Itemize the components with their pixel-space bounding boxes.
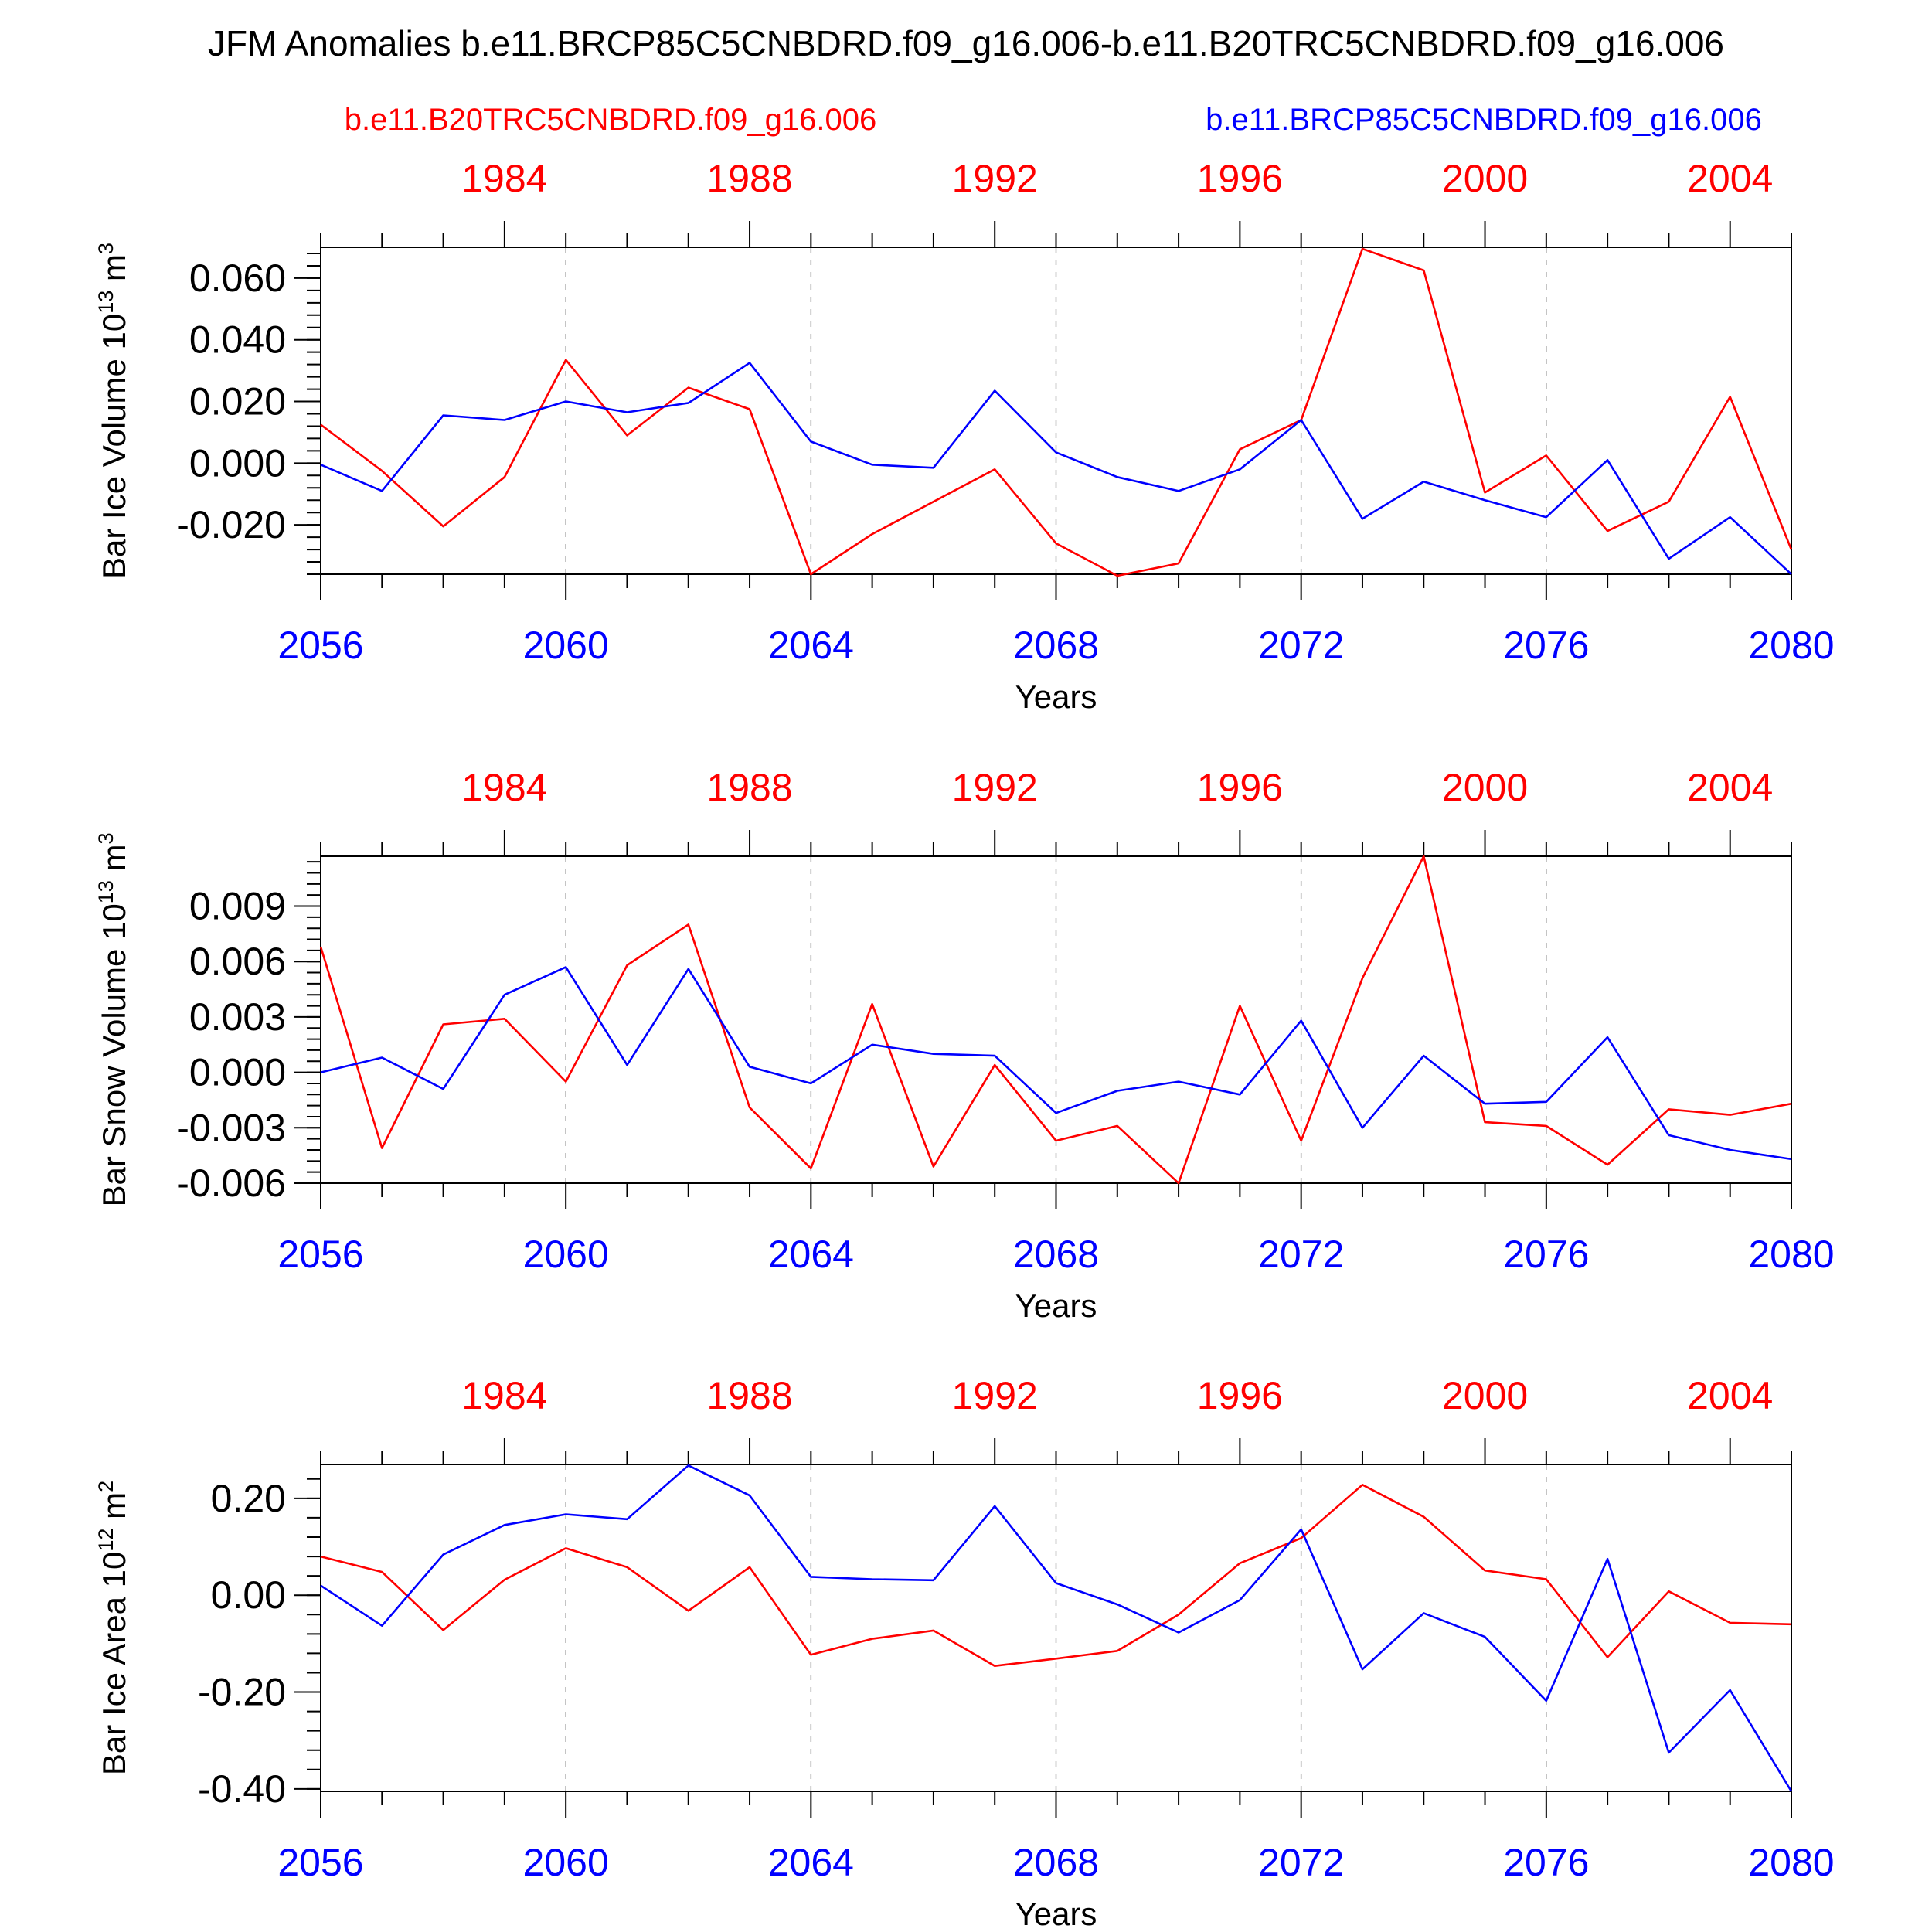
- top-tick-label: 2000: [1442, 1374, 1528, 1417]
- x-tick-label: 2080: [1748, 1841, 1834, 1884]
- top-tick-label: 1984: [461, 1374, 547, 1417]
- top-tick-label: 2000: [1442, 157, 1528, 200]
- series-line-blue: [320, 1464, 1793, 1792]
- y-tick-label: -0.003: [176, 1106, 286, 1149]
- x-tick-label: 2056: [277, 1841, 363, 1884]
- x-tick-label: 2080: [1748, 1233, 1834, 1276]
- series-line-red: [319, 855, 1792, 1185]
- y-tick-label: -0.20: [198, 1671, 286, 1714]
- x-tick-label: 2064: [768, 1233, 854, 1276]
- x-tick-label: 2064: [768, 1841, 854, 1884]
- x-axis-label: Years: [1015, 679, 1097, 715]
- legend-red-label: b.e11.B20TRC5CNBDRD.f09_g16.006: [345, 103, 877, 137]
- x-tick-label: 2072: [1258, 1841, 1344, 1884]
- y-tick-label: 0.00: [211, 1573, 286, 1617]
- y-tick-label: 0.009: [189, 885, 286, 928]
- series-line-blue: [320, 966, 1792, 1161]
- y-tick-label: 0.20: [211, 1477, 286, 1520]
- chart-panel-3: 2056 2060 2064 2068 2072 2076 2080 1984 1988 1992…: [94, 1374, 1835, 1932]
- x-tick-label: 2056: [277, 624, 363, 667]
- y-axis-label: Bar Snow Volume 1013 m3: [94, 833, 132, 1207]
- x-tick-label: 2060: [523, 624, 609, 667]
- y-tick-label: -0.40: [198, 1767, 286, 1811]
- x-axis-label: Years: [1015, 1287, 1097, 1324]
- x-tick-label: 2072: [1258, 1233, 1344, 1276]
- y-tick-label: 0.040: [189, 318, 286, 362]
- x-tick-label: 2064: [768, 624, 854, 667]
- legend-blue-label: b.e11.BRCP85C5CNBDRD.f09_g16.006: [1206, 103, 1762, 137]
- top-tick-label: 1992: [952, 766, 1038, 809]
- y-tick-label: 0.000: [189, 1051, 286, 1094]
- x-tick-label: 2072: [1258, 624, 1344, 667]
- series-line-blue: [320, 362, 1792, 575]
- top-tick-label: 1984: [461, 157, 547, 200]
- x-tick-label: 2056: [277, 1233, 363, 1276]
- top-tick-label: 1992: [952, 157, 1038, 200]
- top-tick-label: 1992: [952, 1374, 1038, 1417]
- top-tick-label: 1988: [706, 157, 792, 200]
- y-axis-label: Bar Ice Area 1012 m2: [94, 1481, 132, 1775]
- x-tick-label: 2076: [1503, 1841, 1589, 1884]
- top-tick-label: 1988: [706, 1374, 792, 1417]
- top-tick-label: 1996: [1197, 766, 1283, 809]
- y-tick-label: 0.020: [189, 380, 286, 423]
- top-tick-label: 1996: [1197, 1374, 1283, 1417]
- chart-panel-1: 2056 2060 2064 2068 2072 2076 2080 1984 1988 1992…: [94, 157, 1835, 715]
- x-tick-label: 2068: [1013, 624, 1099, 667]
- x-tick-label: 2080: [1748, 624, 1834, 667]
- y-tick-label: -0.006: [176, 1162, 286, 1205]
- x-tick-label: 2060: [523, 1841, 609, 1884]
- top-tick-label: 2004: [1687, 157, 1773, 200]
- x-axis-label: Years: [1015, 1896, 1097, 1932]
- x-tick-label: 2060: [523, 1233, 609, 1276]
- x-tick-label: 2068: [1013, 1841, 1099, 1884]
- top-tick-label: 1996: [1197, 157, 1283, 200]
- y-tick-label: 0.006: [189, 940, 286, 983]
- series-line-red: [320, 247, 1793, 577]
- y-axis-label: Bar Ice Volume 1013 m3: [94, 243, 132, 579]
- top-tick-label: 2004: [1687, 766, 1773, 809]
- y-tick-label: 0.000: [189, 441, 286, 485]
- y-tick-label: -0.020: [176, 503, 286, 546]
- top-tick-label: 1984: [461, 766, 547, 809]
- x-tick-label: 2068: [1013, 1233, 1099, 1276]
- y-tick-label: 0.060: [189, 257, 286, 300]
- top-tick-label: 2000: [1442, 766, 1528, 809]
- x-tick-label: 2076: [1503, 624, 1589, 667]
- chart-panel-2: 2056 2060 2064 2068 2072 2076 2080 1984 1988 1992…: [94, 766, 1835, 1324]
- series-line-red: [320, 1484, 1792, 1667]
- top-tick-label: 2004: [1687, 1374, 1773, 1417]
- figure-title: JFM Anomalies b.e11.BRCP85C5CNBDRD.f09_g…: [208, 23, 1724, 63]
- y-tick-label: 0.003: [189, 995, 286, 1039]
- top-tick-label: 1988: [706, 766, 792, 809]
- x-tick-label: 2076: [1503, 1233, 1589, 1276]
